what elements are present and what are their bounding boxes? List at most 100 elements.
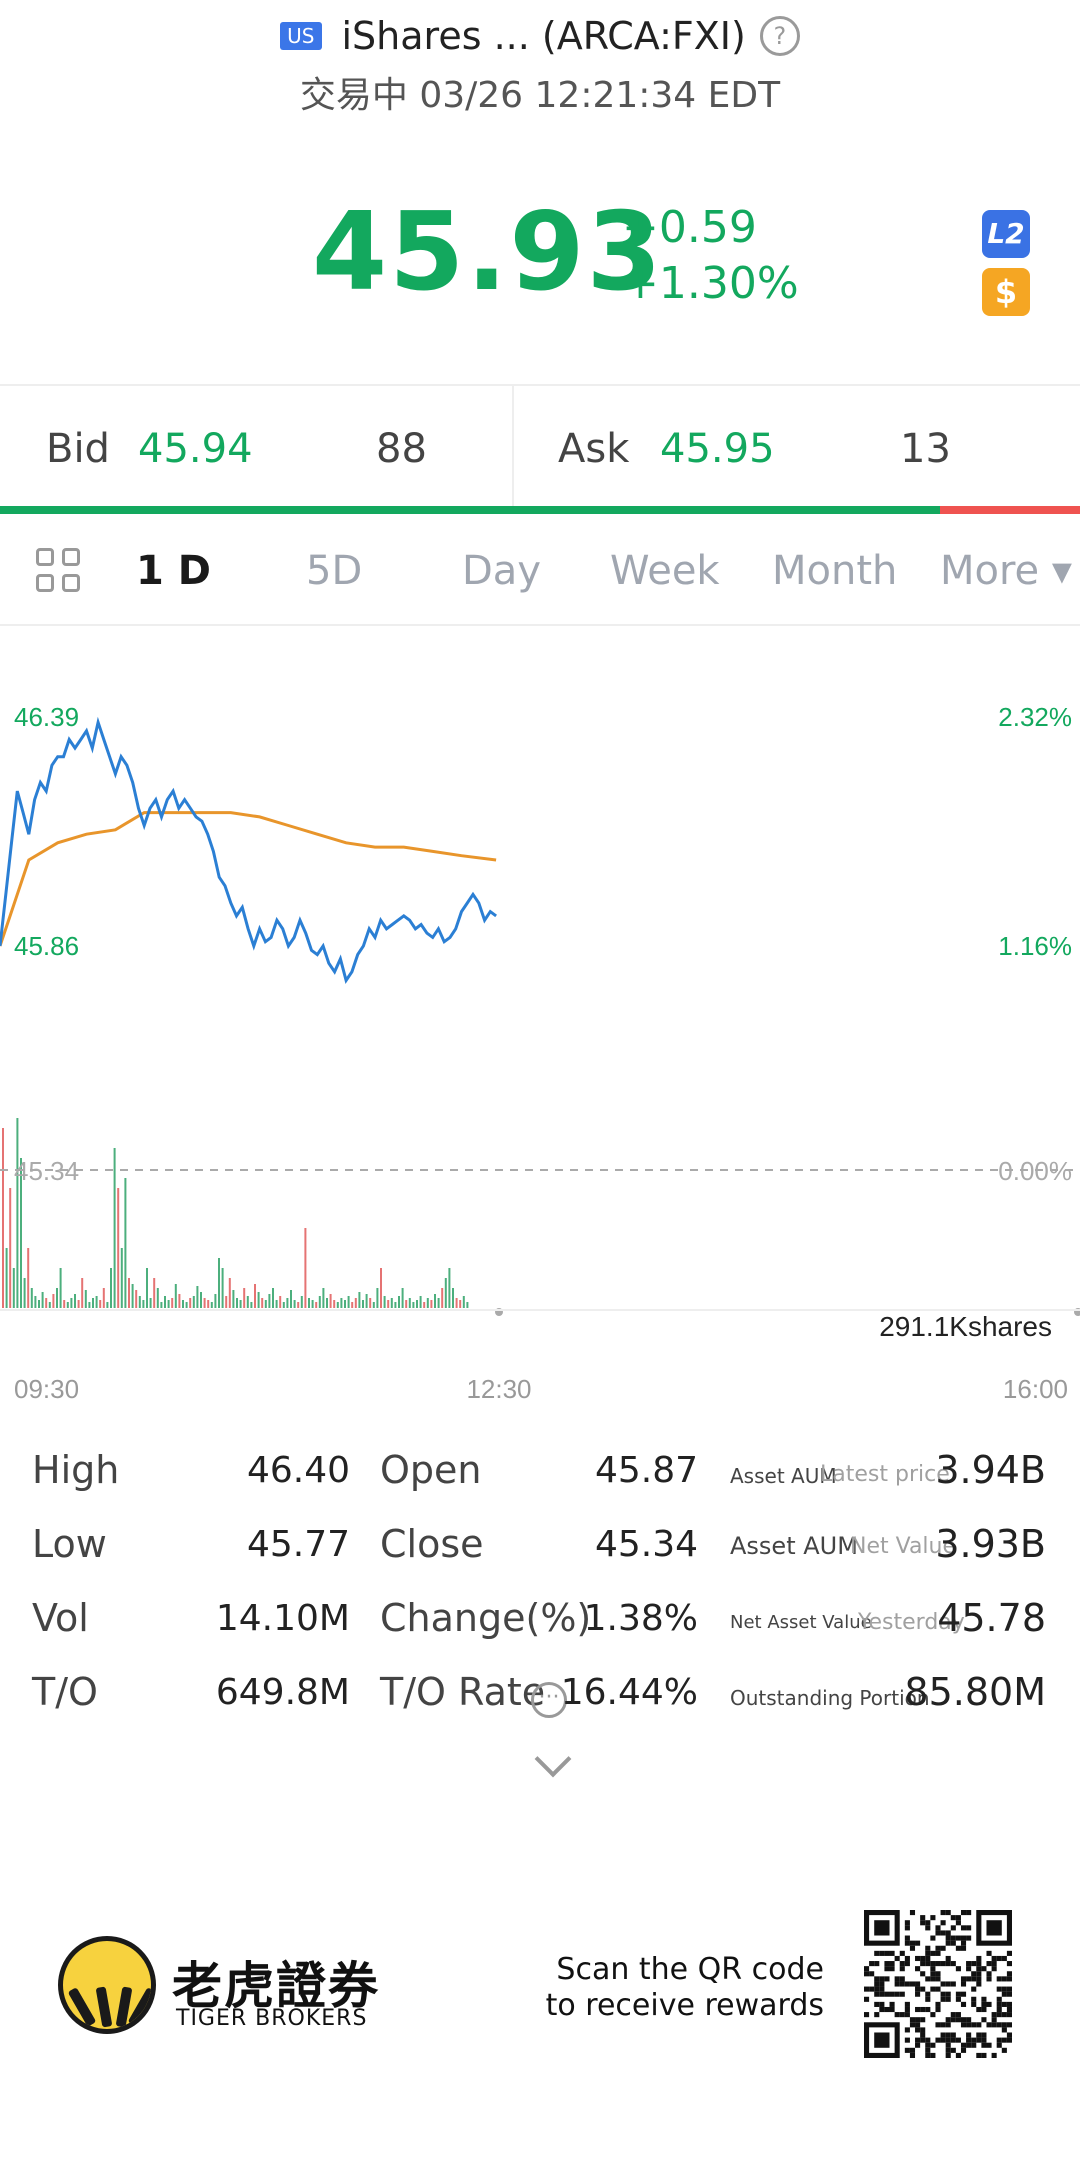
level2-icon[interactable]: L2 [982, 210, 1030, 258]
volume-bar [333, 1300, 336, 1308]
volume-bar [63, 1300, 66, 1308]
bid-ask-panel[interactable]: Bid 45.94 88 Ask 45.95 13 [0, 384, 1080, 506]
volume-bar [210, 1302, 213, 1308]
outstanding-value: 85.80M [904, 1670, 1046, 1714]
trading-status: 交易中 03/26 12:21:34 EDT [299, 75, 781, 116]
tab-month[interactable]: Month [772, 548, 898, 594]
pct-zero-label: 0.00% [998, 1156, 1072, 1186]
y-high-label: 46.39 [14, 702, 79, 732]
volume-bar [286, 1298, 289, 1308]
volume-bar [59, 1268, 62, 1308]
volume-bar [416, 1300, 418, 1308]
ask-size: 13 [900, 426, 951, 472]
pct-low-label: 1.16% [998, 931, 1072, 961]
bid-ask-divider [512, 386, 514, 506]
to-label: T/O [32, 1670, 98, 1714]
volume-bar [164, 1296, 166, 1308]
volume-bar [347, 1296, 350, 1308]
volume-bar [340, 1298, 343, 1308]
volume-bar [426, 1298, 429, 1308]
time-close-label: 16:00 [1003, 1374, 1068, 1404]
volume-bar [282, 1302, 285, 1308]
intraday-chart[interactable]: 46.39 45.86 45.34 2.32% 1.16% 0.00% 291.… [0, 690, 1080, 1420]
low-value: 45.77 [246, 1524, 350, 1565]
volume-label: 291.1Kshares [879, 1311, 1052, 1342]
low-label: Low [32, 1522, 107, 1566]
aum1-label: Asset AUM [730, 1464, 837, 1488]
volume-bar [246, 1296, 249, 1308]
volume-bar [329, 1294, 332, 1308]
tab-more[interactable]: More ▾ [940, 548, 1072, 594]
volume-bar [225, 1296, 228, 1308]
volume-bar [196, 1286, 199, 1308]
volume-bar [376, 1288, 379, 1308]
volume-bar [462, 1296, 465, 1308]
volume-bar [318, 1296, 321, 1308]
volume-bar [160, 1302, 163, 1308]
tab-5d[interactable]: 5D [306, 548, 363, 594]
market-badge: US [280, 22, 322, 50]
volume-bar [254, 1284, 256, 1308]
volume-bar [365, 1294, 368, 1308]
volume-bar [110, 1268, 112, 1308]
volume-bar [218, 1258, 220, 1308]
volume-bar [41, 1292, 44, 1308]
volume-bar [322, 1288, 325, 1308]
volume-bar [117, 1188, 120, 1308]
tiger-logo-icon [58, 1936, 156, 2034]
volume-bar [95, 1296, 98, 1308]
volume-bar [12, 1268, 15, 1308]
vol-label: Vol [32, 1596, 89, 1640]
period-tabs: 1 D 5D Day Week Month More ▾ [0, 522, 1080, 626]
header: US iShares ... (ARCA:FXI) ? 交易中 03/26 12… [0, 0, 1080, 130]
volume-bar [167, 1300, 170, 1308]
volume-bar [358, 1292, 361, 1308]
volume-bar [99, 1300, 102, 1308]
volume-bar [412, 1302, 415, 1308]
volume-bar [297, 1302, 300, 1308]
more-info-icon[interactable]: ··· [531, 1682, 567, 1718]
grid-icon[interactable] [36, 548, 82, 594]
open-value: 45.87 [594, 1450, 698, 1491]
torate-label: T/O Rate [380, 1670, 546, 1714]
volume-bar [362, 1300, 364, 1308]
price-change: +0.59 [622, 202, 757, 253]
bid-price: 45.94 [138, 426, 253, 472]
volume-bar [77, 1300, 80, 1308]
volume-bar [236, 1298, 238, 1308]
help-icon[interactable]: ? [759, 16, 800, 56]
volume-bar [124, 1178, 127, 1308]
volume-bar [336, 1302, 339, 1308]
volume-bar [394, 1302, 397, 1308]
aum2-value: 3.93B [935, 1522, 1046, 1566]
ask-price: 45.95 [660, 426, 775, 472]
stats-panel: High 46.40 Low 45.77 Vol 14.10M T/O 649.… [0, 1448, 1080, 1778]
volume-bar [70, 1298, 73, 1308]
volume-bar [311, 1300, 314, 1308]
dollar-icon[interactable]: $ [982, 268, 1030, 316]
volume-bar [2, 1128, 4, 1308]
scan-text-line1: Scan the QR code [556, 1952, 824, 1987]
bid-ask-ratio-bar [0, 506, 1080, 514]
volume-bar [383, 1296, 386, 1308]
volume-bar [20, 1158, 22, 1308]
volume-bar [434, 1294, 436, 1308]
ask-label: Ask [558, 426, 630, 472]
tab-week[interactable]: Week [610, 548, 720, 594]
last-price: 45.93 [312, 190, 664, 315]
volume-bar [128, 1278, 130, 1308]
tab-1d[interactable]: 1 D [136, 548, 211, 594]
qr-code-icon[interactable] [864, 1910, 1012, 2058]
volume-bar [66, 1302, 69, 1308]
brand-name-en: TIGER BROKERS [176, 2006, 368, 2031]
vol-value: 14.10M [215, 1598, 350, 1639]
volume-bar [9, 1188, 12, 1308]
volume-bar [304, 1228, 307, 1308]
volume-bar [372, 1302, 375, 1308]
volume-bar [293, 1300, 296, 1308]
tab-day[interactable]: Day [462, 548, 541, 594]
volume-bar [264, 1300, 267, 1308]
volume-bar [106, 1302, 109, 1308]
volume-bar [146, 1268, 148, 1308]
volume-bar [466, 1302, 469, 1308]
